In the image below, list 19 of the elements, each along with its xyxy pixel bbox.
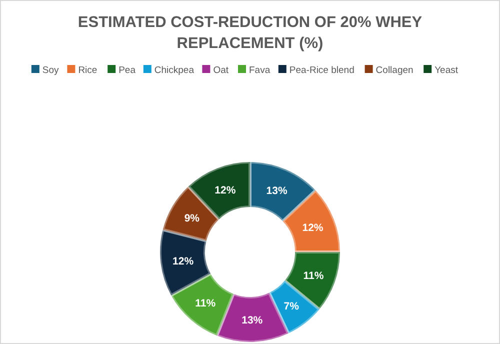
data-label: 7% (284, 300, 300, 312)
legend-label: Yeast (434, 65, 458, 76)
data-label: 11% (195, 298, 216, 310)
data-label: 11% (303, 270, 324, 282)
data-label: 12% (302, 222, 324, 234)
legend-label: Pea (118, 65, 136, 76)
data-label: 13% (266, 185, 288, 198)
data-label: 12% (172, 255, 194, 268)
legend-label: Soy (42, 65, 60, 76)
data-label: 13% (242, 314, 264, 326)
legend-label: Rice (78, 65, 98, 76)
legend-label: Chickpea (154, 65, 195, 76)
data-label: 12% (214, 184, 236, 196)
legend-label: Oat (213, 65, 229, 76)
chart-title: ESTIMATED COST-REDUCTION OF 20% WHEY REPLACEMENT (%) (78, 14, 423, 52)
data-label: 9% (184, 212, 200, 225)
legend-label: Collagen (376, 65, 414, 76)
legend-label: Fava (249, 65, 271, 76)
legend-label: Pea-Rice blend (289, 65, 354, 76)
